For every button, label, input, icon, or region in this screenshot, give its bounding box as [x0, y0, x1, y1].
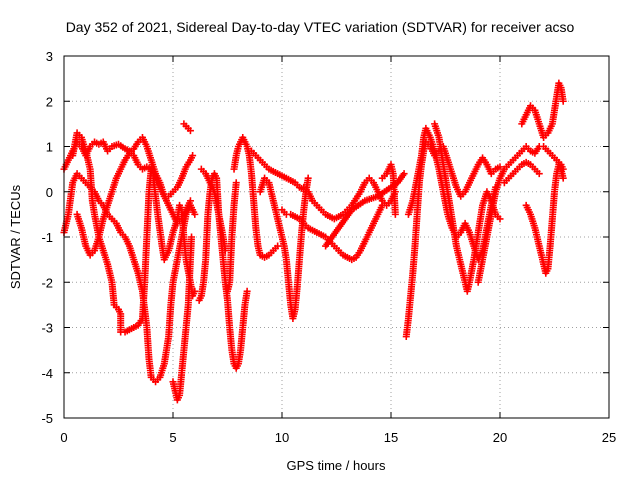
data-point [243, 287, 251, 295]
y-axis-label: SDTVAR / TECUs [8, 184, 23, 289]
x-tick-label: 10 [275, 430, 289, 445]
y-tick-label: -4 [41, 366, 53, 381]
data-point [400, 170, 408, 178]
data-point [188, 233, 196, 241]
y-tick-label: 0 [46, 185, 53, 200]
data-point [391, 210, 399, 218]
x-tick-label: 15 [384, 430, 398, 445]
chart-title: Day 352 of 2021, Sidereal Day-to-day VTE… [66, 19, 575, 35]
y-tick-label: -1 [41, 230, 53, 245]
data-point [189, 152, 197, 160]
y-tick-labels: -5 -4 -3 -2 -1 0 1 2 3 [41, 49, 53, 426]
x-tick-label: 20 [493, 430, 507, 445]
y-tick-label: 2 [46, 94, 53, 109]
data-point [496, 215, 504, 223]
data-point [559, 174, 567, 182]
axis-ticks [63, 55, 610, 419]
data-point [191, 210, 199, 218]
data-point [191, 287, 199, 295]
x-tick-label: 0 [60, 430, 67, 445]
y-tick-label: -2 [41, 275, 53, 290]
y-tick-label: -5 [41, 411, 53, 426]
data-point [221, 247, 229, 255]
data-point [535, 170, 543, 178]
data-point [274, 242, 282, 250]
y-tick-label: 3 [46, 49, 53, 64]
y-tick-label: -3 [41, 321, 53, 336]
data-point [232, 179, 240, 187]
data-point [186, 127, 194, 135]
x-tick-labels: 0 5 10 15 20 25 [60, 430, 616, 445]
data-point [496, 163, 504, 171]
data-points [60, 79, 567, 404]
x-tick-label: 5 [169, 430, 176, 445]
x-tick-label: 25 [602, 430, 616, 445]
data-point [559, 97, 567, 105]
x-axis-label: GPS time / hours [287, 458, 386, 473]
data-point [304, 174, 312, 182]
data-point [186, 197, 194, 205]
y-tick-label: 1 [46, 140, 53, 155]
